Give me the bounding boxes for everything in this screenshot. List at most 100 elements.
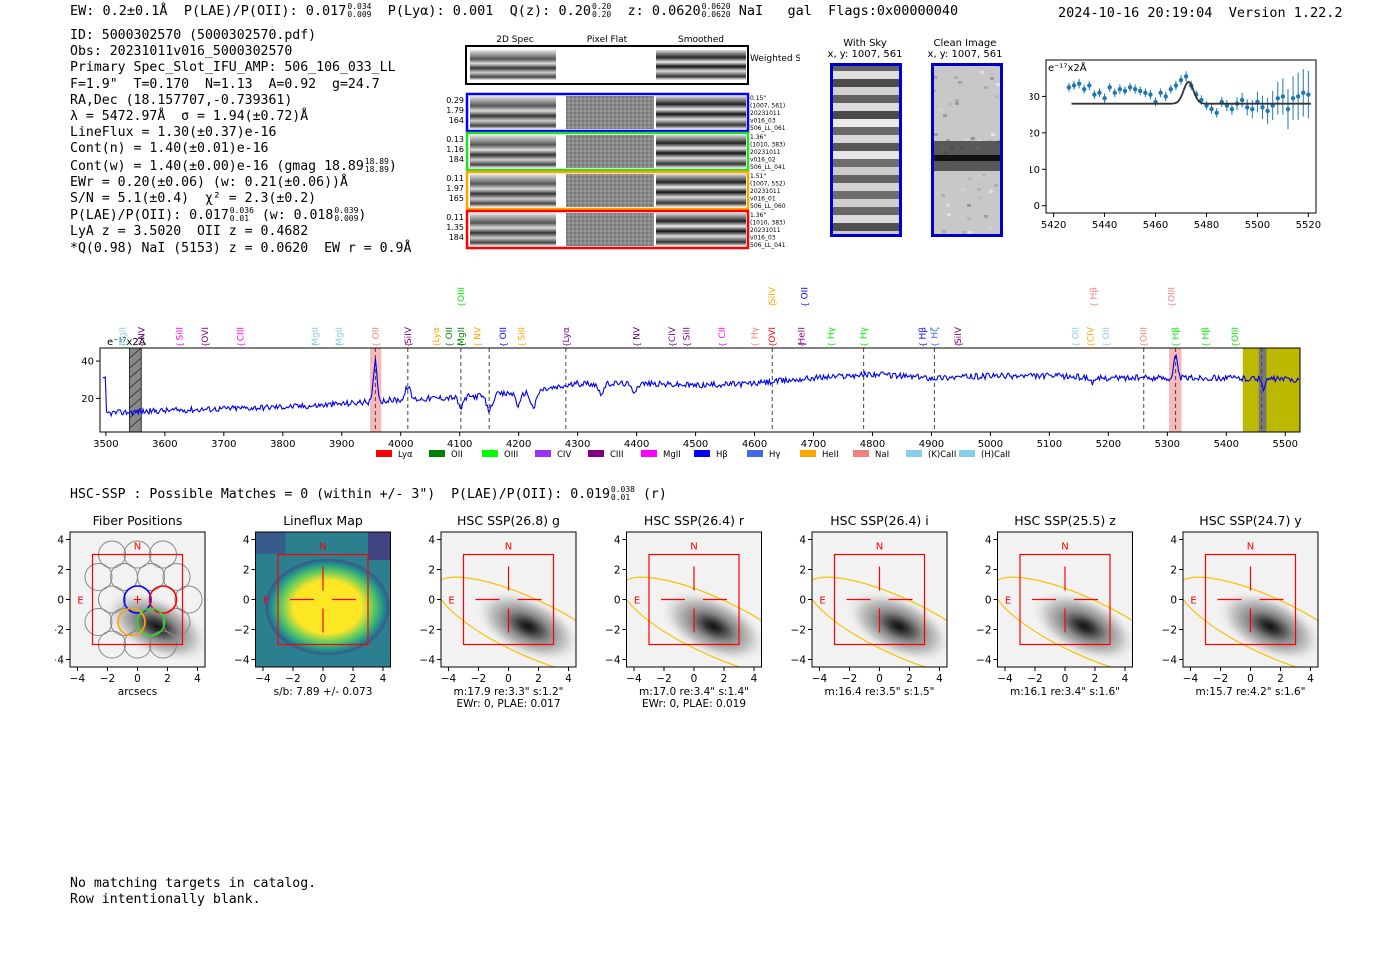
row-right-info: v016_03 [750, 235, 776, 242]
zoom-x-tick-label: 5420 [1041, 220, 1066, 231]
clean-pixel [934, 133, 938, 136]
clean-pixel [942, 230, 946, 233]
clean-pixel [948, 103, 952, 106]
sky-stripe [830, 119, 902, 127]
sky-stripe [830, 183, 902, 191]
stamp-y-tick-label: −4 [55, 655, 64, 667]
stamp-y-tick-label: 0 [614, 595, 621, 607]
line-id-brace: { [1202, 342, 1211, 347]
zoom-data-point [1076, 81, 1082, 86]
line-id-brace: { [860, 342, 869, 347]
spec-x-tick-label: 4200 [506, 439, 531, 450]
info-line: Obs: 20231011v016_5000302570 [70, 44, 293, 60]
spec-x-tick-label: 4300 [565, 439, 590, 450]
zoom-data-point [1082, 86, 1087, 92]
info-plae-lo: 0.01 [229, 214, 250, 224]
stamp-caption: m:15.7 re:4.2" s:1.6" [1196, 686, 1306, 698]
stamp-x-tick-label: 2 [535, 673, 542, 685]
info-line: Primary Spec_Slot_IFU_AMP: 506_106_033_L… [70, 60, 396, 76]
clean-pixel [946, 204, 950, 207]
spec-x-tick-label: 5300 [1155, 439, 1180, 450]
line-id-label: SiIV{ [954, 326, 964, 347]
with-sky-header: With Sky x, y: 1007, 561 [820, 38, 910, 60]
stamp-y-tick-label: 0 [57, 595, 64, 607]
line-id-label: OII { [499, 327, 509, 347]
info-plae: P(LAE)/P(OII): 0.017 [70, 208, 229, 224]
zoom-y-tick-label: 20 [1030, 128, 1040, 139]
line-id-label: OII { [445, 327, 455, 347]
line-id-brace: { [954, 342, 963, 347]
stamp-caption: m:16.1 re:3.4" s:1.6" [1010, 686, 1120, 698]
row-right-info: 20231011 [750, 110, 781, 117]
row-smoothed [656, 135, 746, 168]
spec-x-tick-label: 3800 [270, 439, 295, 450]
line-id-label: NV { [633, 326, 643, 347]
sky-stripe [830, 199, 902, 207]
zoom-data-point [1229, 106, 1235, 112]
line-id-label: OIII{ [1167, 287, 1177, 307]
stamp-y-tick-label: −2 [605, 625, 620, 637]
stamp-y-tick-label: 2 [799, 565, 806, 577]
line-id-label: OVI{ [768, 327, 778, 347]
stamp-y-tick-label: −2 [791, 625, 806, 637]
row-smoothed [656, 174, 746, 207]
fiber-circle [162, 563, 191, 591]
spec-x-tick-label: 4800 [860, 439, 885, 450]
stamp-y-tick-label: −2 [55, 625, 64, 637]
line-id-brace: { [457, 342, 466, 347]
line-id-brace: { [633, 342, 642, 347]
line-id-text: NV [633, 326, 643, 340]
row-right-info: (1010, 383) [750, 220, 785, 227]
zoom-data-point [1107, 85, 1112, 90]
line-id-label: OII { [371, 327, 381, 347]
sky-stripe [830, 63, 902, 71]
line-id-label: OIII{ [1231, 327, 1241, 347]
col-label-2d-spec: 2D Spec [496, 35, 533, 45]
zoom-spectrum-chart: e⁻¹⁷x2Å 5420 5440 5460 5480 5500 5520 0 10 20 30 [1030, 59, 1321, 231]
zoom-data-point [1250, 106, 1255, 112]
stamp-y-tick-label: 2 [428, 565, 435, 577]
clean-pixel [989, 227, 993, 230]
stamp-y-tick-label: 0 [985, 595, 992, 607]
flux-blob [265, 559, 390, 655]
row-right-info: 506_LL_041 [750, 164, 786, 171]
legend-label: MgII [663, 450, 681, 460]
legend-label: Hβ [716, 450, 728, 460]
line-id-brace: { [201, 342, 210, 347]
line-id-text: OIII [1167, 287, 1177, 302]
east-label: E [1005, 596, 1011, 607]
info-gmag-hi: 18.89 [364, 156, 389, 166]
info-plae-w: (w: 0.018 [261, 208, 334, 224]
line-id-brace: { [404, 342, 413, 347]
spectrum-unit-label: e⁻¹⁷x2Å [107, 335, 146, 348]
legend-label: Lyα [398, 450, 413, 460]
line-id-brace: { [176, 342, 185, 347]
line-id-text: NV [473, 326, 483, 340]
zoom-data-point [1260, 105, 1265, 110]
line-id-brace: { [457, 302, 466, 307]
row-left-stat: 165 [449, 194, 464, 203]
line-id-brace: { [1087, 342, 1096, 347]
line-id-brace: { [445, 342, 454, 347]
line-id-label: HeII{ [798, 327, 808, 347]
east-label: E [263, 596, 269, 607]
stamp-x-tick-label: 4 [565, 673, 572, 685]
row-2d-spec [470, 135, 556, 168]
zoom-data-point [1148, 92, 1153, 97]
stamp-image: NE [255, 532, 391, 667]
stamp-x-tick-label: −4 [997, 673, 1013, 685]
stamp-image: NE [626, 532, 762, 667]
stamp-x-tick-label: 4 [1307, 673, 1314, 685]
row-pixel-flat [566, 213, 654, 246]
line-id-label: SiIV{ [404, 326, 414, 347]
line-id-label: MgII{ [118, 327, 128, 347]
legend-swatch [906, 450, 922, 457]
info-line: Cont(w) = 1.40(±0.00)e-16 (gmag 18.8918.… [70, 156, 397, 174]
fiber-circle [137, 563, 165, 591]
stamp-y-tick-label: 0 [799, 595, 806, 607]
fiber-circle-highlight [117, 607, 146, 637]
clean-pixel [987, 137, 991, 140]
zoom-data-point [1183, 74, 1189, 79]
zoom-data-point [1280, 94, 1286, 99]
row-right-info: (1010, 383) [750, 142, 785, 149]
